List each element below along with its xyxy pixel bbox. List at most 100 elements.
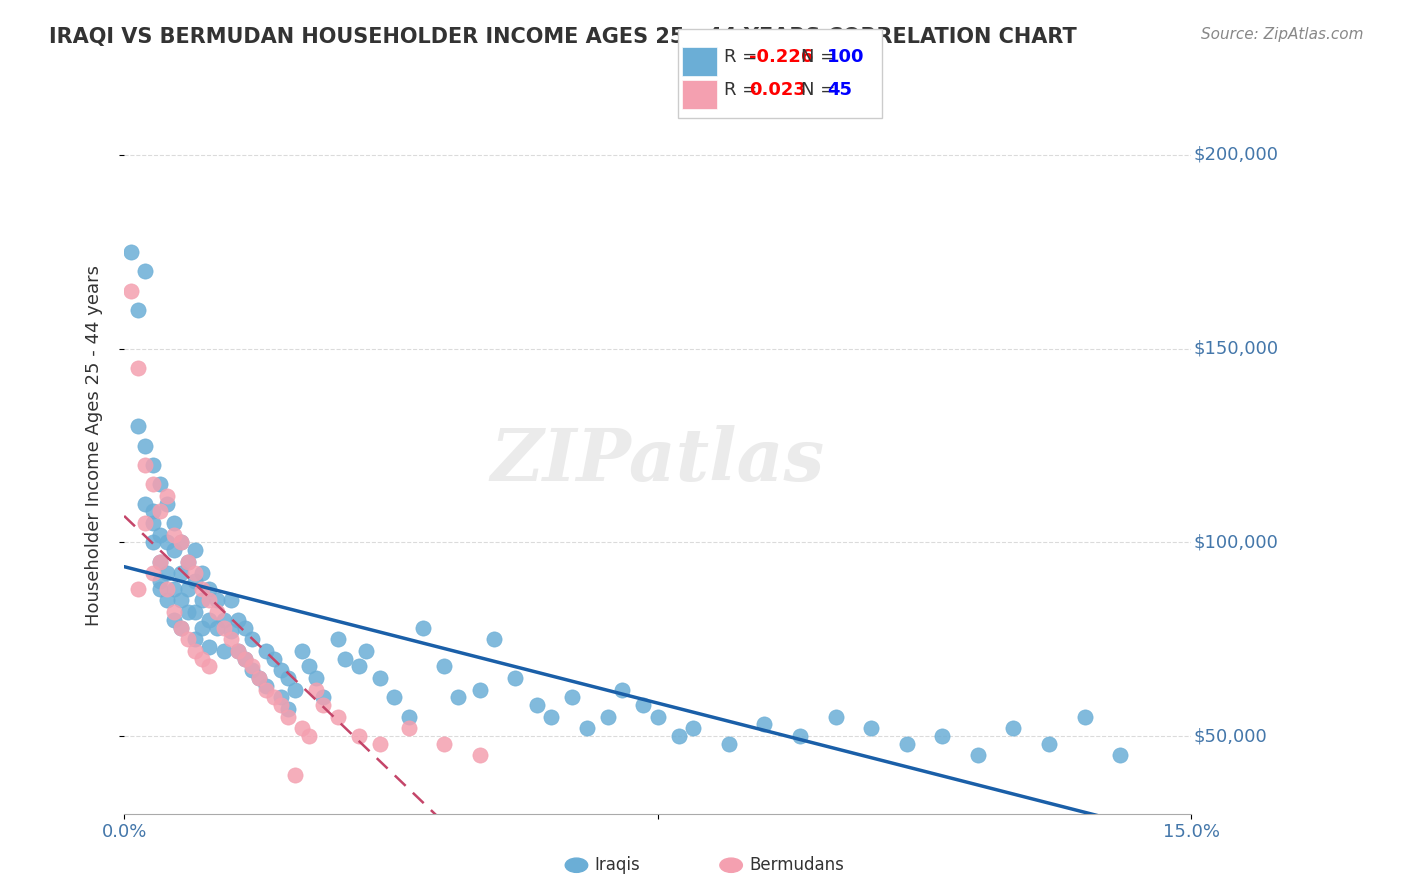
- Point: [270, 690, 292, 705]
- Point: [184, 632, 207, 647]
- Point: [263, 690, 285, 705]
- Text: N =: N =: [801, 81, 841, 99]
- Point: [277, 710, 299, 724]
- Point: [312, 698, 335, 712]
- Point: [191, 582, 214, 596]
- Point: [198, 593, 221, 607]
- Text: Iraqis: Iraqis: [595, 856, 641, 874]
- Point: [134, 438, 156, 452]
- Point: [134, 264, 156, 278]
- Point: [284, 768, 307, 782]
- Point: [198, 582, 221, 596]
- Point: [184, 566, 207, 581]
- Point: [347, 659, 370, 673]
- Point: [134, 497, 156, 511]
- Point: [191, 621, 214, 635]
- Point: [305, 682, 328, 697]
- Point: [291, 644, 314, 658]
- Text: IRAQI VS BERMUDAN HOUSEHOLDER INCOME AGES 25 - 44 YEARS CORRELATION CHART: IRAQI VS BERMUDAN HOUSEHOLDER INCOME AGE…: [49, 27, 1077, 46]
- Point: [412, 621, 434, 635]
- Point: [120, 244, 142, 259]
- Point: [1038, 737, 1060, 751]
- Point: [966, 748, 988, 763]
- Point: [240, 632, 263, 647]
- Point: [120, 284, 142, 298]
- Point: [191, 593, 214, 607]
- Point: [647, 710, 669, 724]
- Point: [1073, 710, 1095, 724]
- Point: [177, 605, 200, 619]
- Point: [163, 527, 186, 541]
- Point: [1109, 748, 1132, 763]
- Point: [134, 516, 156, 530]
- Point: [184, 644, 207, 658]
- Point: [163, 605, 186, 619]
- Point: [156, 582, 179, 596]
- Point: [163, 582, 186, 596]
- Point: [170, 621, 193, 635]
- Point: [247, 671, 270, 685]
- Point: [298, 659, 321, 673]
- Point: [561, 690, 583, 705]
- Point: [368, 671, 391, 685]
- Point: [526, 698, 548, 712]
- Point: [184, 574, 207, 588]
- Point: [368, 737, 391, 751]
- Point: [149, 527, 172, 541]
- Point: [354, 644, 377, 658]
- Point: [240, 663, 263, 677]
- Point: [254, 644, 277, 658]
- Point: [240, 659, 263, 673]
- Point: [149, 504, 172, 518]
- Point: [177, 555, 200, 569]
- Point: [326, 632, 349, 647]
- Text: $50,000: $50,000: [1194, 727, 1267, 745]
- Point: [754, 717, 776, 731]
- Point: [482, 632, 505, 647]
- Point: [610, 682, 633, 697]
- Text: -0.226: -0.226: [749, 48, 814, 66]
- Point: [170, 566, 193, 581]
- Point: [247, 671, 270, 685]
- Point: [127, 582, 149, 596]
- Y-axis label: Householder Income Ages 25 - 44 years: Householder Income Ages 25 - 44 years: [86, 265, 103, 626]
- Point: [505, 671, 527, 685]
- Point: [284, 682, 307, 697]
- Point: [233, 651, 256, 665]
- Text: ZIPatlas: ZIPatlas: [491, 425, 825, 496]
- Point: [433, 659, 456, 673]
- Text: $100,000: $100,000: [1194, 533, 1278, 551]
- Point: [682, 722, 704, 736]
- Point: [170, 593, 193, 607]
- Point: [198, 659, 221, 673]
- Point: [226, 644, 249, 658]
- Point: [170, 535, 193, 549]
- Text: 100: 100: [827, 48, 865, 66]
- Point: [156, 593, 179, 607]
- Point: [468, 682, 491, 697]
- Point: [212, 613, 235, 627]
- Point: [277, 671, 299, 685]
- Point: [226, 644, 249, 658]
- Point: [191, 651, 214, 665]
- Point: [142, 477, 165, 491]
- Point: [633, 698, 655, 712]
- Point: [717, 737, 740, 751]
- Point: [860, 722, 883, 736]
- Point: [134, 458, 156, 472]
- Text: R =: R =: [724, 81, 763, 99]
- Text: $200,000: $200,000: [1194, 146, 1278, 164]
- Point: [326, 710, 349, 724]
- Point: [142, 535, 165, 549]
- Point: [156, 497, 179, 511]
- Point: [447, 690, 470, 705]
- Point: [149, 555, 172, 569]
- Point: [468, 748, 491, 763]
- Point: [156, 489, 179, 503]
- Point: [142, 516, 165, 530]
- Point: [177, 555, 200, 569]
- Point: [384, 690, 406, 705]
- Point: [163, 613, 186, 627]
- Point: [177, 582, 200, 596]
- Text: N =: N =: [801, 48, 841, 66]
